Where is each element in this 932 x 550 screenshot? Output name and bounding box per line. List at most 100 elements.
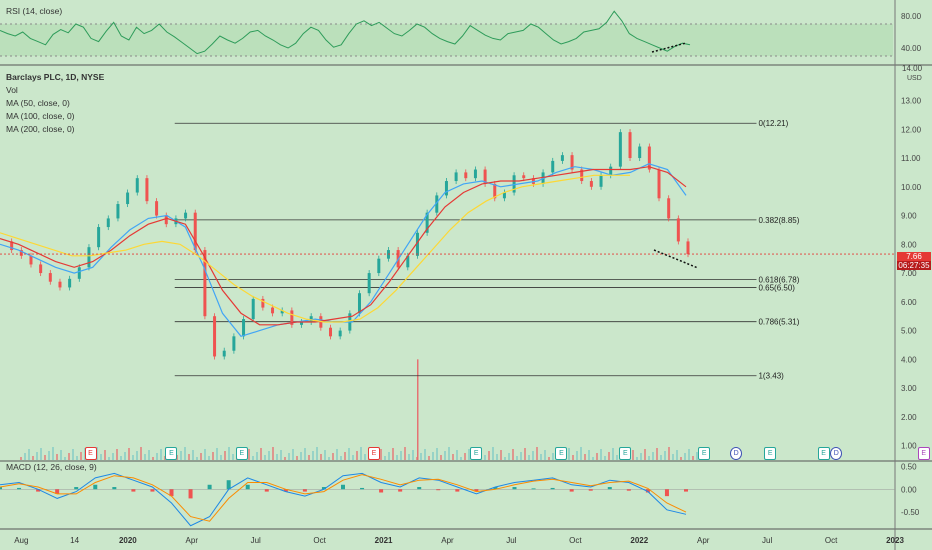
volume-bar: [28, 449, 30, 460]
candle-body: [300, 321, 304, 325]
macd-title: MACD (12, 26, close, 9): [6, 462, 97, 472]
volume-bar: [456, 450, 458, 460]
candle-body: [309, 316, 313, 322]
price-y-tick: 8.00: [901, 240, 917, 249]
x-axis-tick: 14: [70, 536, 79, 545]
earnings-marker[interactable]: E: [555, 447, 568, 460]
x-axis-tick: Apr: [186, 536, 199, 545]
volume-bar: [616, 455, 618, 460]
volume-bar: [428, 456, 430, 460]
x-axis-tick: 2023: [886, 536, 904, 545]
candle-body: [58, 281, 62, 288]
countdown: 06:27:35: [897, 261, 931, 270]
volume-bar: [448, 447, 450, 460]
volume-bar: [540, 454, 542, 460]
x-axis-tick: Apr: [441, 536, 454, 545]
macd-histogram-bar: [550, 487, 555, 490]
volume-bar: [340, 456, 342, 460]
volume-bar: [656, 448, 658, 460]
legend-ma200[interactable]: MA (200, close, 0): [6, 124, 75, 134]
volume-bar: [484, 455, 486, 460]
x-axis-tick: Oct: [825, 536, 838, 545]
candle-body: [290, 310, 294, 325]
volume-bar: [220, 455, 222, 460]
x-axis-tick: Oct: [313, 536, 326, 545]
macd-histogram-bar: [645, 489, 650, 493]
rsi-line: [0, 10, 691, 55]
earnings-marker[interactable]: E: [917, 447, 930, 460]
volume-bar: [304, 448, 306, 460]
dividend-marker[interactable]: D: [830, 447, 843, 460]
volume-bar: [164, 456, 166, 460]
earnings-marker[interactable]: E: [470, 447, 483, 460]
last-price-tag: 7.66 06:27:35: [897, 252, 931, 270]
volume-bar: [204, 449, 206, 460]
volume-bar: [444, 451, 446, 460]
rsi-band: [0, 24, 893, 56]
volume-bar: [648, 456, 650, 460]
x-axis-tick: Aug: [14, 536, 28, 545]
volume-bar: [400, 451, 402, 460]
price-y-tick: 9.00: [901, 212, 917, 221]
volume-bar: [644, 449, 646, 460]
volume-bar: [44, 455, 46, 460]
volume-bar: [568, 448, 570, 460]
volume-bar: [64, 457, 66, 460]
price-y-tick: 10.00: [901, 183, 922, 192]
candle-body: [329, 327, 333, 337]
earnings-marker[interactable]: E: [817, 447, 830, 460]
volume-bar: [500, 450, 502, 460]
volume-bar: [388, 452, 390, 460]
currency-label: USD: [907, 75, 922, 82]
earnings-marker[interactable]: E: [764, 447, 777, 460]
price-y-tick: 11.00: [901, 154, 921, 163]
price-axis-top-cut-label: 14.00: [902, 64, 923, 73]
volume-bar: [228, 447, 230, 460]
candle-body: [242, 319, 246, 337]
macd-histogram-bar: [379, 489, 384, 493]
volume-bar: [124, 452, 126, 460]
earnings-marker[interactable]: E: [165, 447, 178, 460]
volume-bar: [312, 451, 314, 460]
macd-histogram-bar: [664, 489, 669, 497]
dividend-marker[interactable]: D: [730, 447, 743, 460]
volume-bar: [256, 452, 258, 460]
volume-bar: [116, 449, 118, 460]
macd-histogram-bar: [264, 489, 269, 492]
x-axis-tick: Jul: [251, 536, 261, 545]
candle-body: [512, 175, 516, 193]
candle-body: [657, 169, 661, 199]
earnings-marker[interactable]: E: [619, 447, 632, 460]
volume-bar: [692, 456, 694, 460]
ma-line-3: [0, 174, 630, 323]
volume-bar: [320, 454, 322, 460]
volume-bar: [452, 454, 454, 460]
candle-body: [570, 155, 574, 170]
fib-level-label: 0.65(6.50): [758, 283, 795, 292]
volume-bar: [264, 455, 266, 460]
price-y-tick: 7.00: [901, 269, 917, 278]
candle-body: [357, 293, 361, 314]
legend-vol[interactable]: Vol: [6, 85, 18, 95]
x-axis-tick: Jul: [762, 536, 772, 545]
earnings-marker[interactable]: E: [235, 447, 248, 460]
volume-bar: [512, 449, 514, 460]
legend-ma50[interactable]: MA (50, close, 0): [6, 98, 70, 108]
macd-histogram-bar: [569, 489, 574, 492]
volume-bar: [488, 451, 490, 460]
volume-bar: [636, 457, 638, 460]
candle-body: [338, 330, 342, 337]
earnings-marker[interactable]: E: [367, 447, 380, 460]
candle-body: [415, 232, 419, 256]
symbol-title[interactable]: Barclays PLC, 1D, NYSE: [6, 72, 105, 82]
volume-bar: [360, 447, 362, 460]
volume-spike: [417, 359, 419, 460]
macd-histogram-bar: [321, 487, 326, 490]
earnings-marker[interactable]: E: [84, 447, 97, 460]
macd-histogram-bar: [398, 489, 403, 492]
legend-ma100[interactable]: MA (100, close, 0): [6, 111, 75, 121]
earnings-marker[interactable]: E: [698, 447, 711, 460]
volume-bar: [208, 456, 210, 460]
candle-body: [116, 204, 120, 219]
volume-bar: [276, 454, 278, 460]
